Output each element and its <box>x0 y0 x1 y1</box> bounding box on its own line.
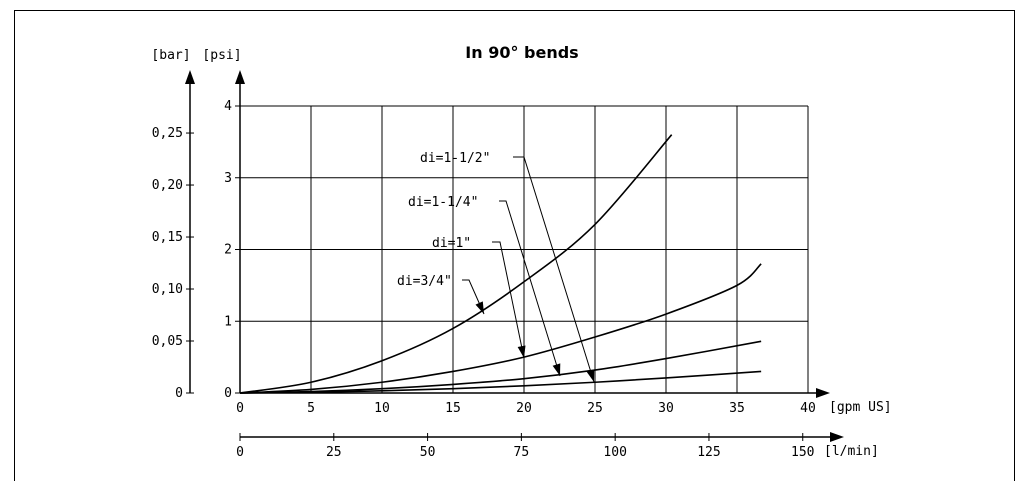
x-secondary-tick-label: 75 <box>514 445 530 460</box>
y-secondary-tick-label: 0,15 <box>152 230 183 245</box>
y-primary-unit-label: [psi] <box>202 48 241 63</box>
series-line-2 <box>239 340 762 394</box>
y-primary-tick-label: 2 <box>224 243 232 258</box>
y-secondary-unit-label: [bar] <box>151 48 190 63</box>
x-primary-tick-label: 0 <box>236 401 244 416</box>
annotation-label: di=1-1/4" <box>408 195 478 210</box>
x-secondary-tick-label: 100 <box>603 445 626 460</box>
annotation-leader <box>492 241 525 359</box>
y-primary-tick-label: 0 <box>224 386 232 401</box>
chart-title: In 90° bends <box>465 43 578 62</box>
chart-frame <box>14 10 1015 481</box>
y-primary-tick-label: 1 <box>224 314 232 329</box>
y-secondary-tick-label: 0,20 <box>152 178 183 193</box>
x-primary-tick-label: 20 <box>516 401 532 416</box>
grid <box>240 105 809 393</box>
x-primary-tick-label: 5 <box>307 401 315 416</box>
annotation-label: di=3/4" <box>397 274 452 289</box>
annotation-arrowhead <box>475 301 484 314</box>
x-secondary-tick-label: 0 <box>236 445 244 460</box>
x-secondary-tick-label: 50 <box>420 445 436 460</box>
annotation-leader <box>513 156 595 383</box>
x-primary-unit-label: [gpm US] <box>829 400 892 415</box>
x-primary-tick-label: 25 <box>587 401 603 416</box>
y-primary-tick-label: 3 <box>224 171 232 186</box>
series <box>239 134 762 394</box>
y-secondary-tick-label: 0,05 <box>152 334 183 349</box>
x-primary-tick-label: 10 <box>374 401 390 416</box>
annotations: di=1-1/2" di=1-1/4" di=1" di=3/4" <box>397 151 595 383</box>
x-secondary-axis-arrow <box>830 432 844 442</box>
x-secondary-tick-label: 125 <box>697 445 720 460</box>
annotation-arrowhead <box>586 369 595 382</box>
series-line-3 <box>239 370 762 394</box>
y-secondary-tick-label: 0 <box>175 386 183 401</box>
y-secondary-tick-label: 0,25 <box>152 126 183 141</box>
x-primary-tick-label: 40 <box>800 401 816 416</box>
y-secondary-tick-label: 0,10 <box>152 282 183 297</box>
y-secondary-axis-arrow <box>185 70 195 84</box>
y-primary-axis-arrow <box>235 70 245 84</box>
x-primary-tick-label: 30 <box>658 401 674 416</box>
annotation-label: di=1" <box>432 236 471 251</box>
tick-labels: 0 5 10 15 20 25 30 35 400 25 50 75 100 125 1500123400,… <box>152 99 816 460</box>
x-secondary-tick-label: 150 <box>791 445 814 460</box>
y-primary-tick-label: 4 <box>224 99 232 114</box>
annotation-arrowhead <box>552 363 561 376</box>
series-line-0 <box>239 134 673 394</box>
annotation-arrowhead <box>517 345 526 358</box>
annotation-leader <box>499 200 561 377</box>
x-secondary-tick-label: 25 <box>326 445 342 460</box>
x-primary-axis-arrow <box>816 388 830 398</box>
axes <box>185 70 844 442</box>
annotation-label: di=1-1/2" <box>420 151 490 166</box>
x-primary-tick-label: 15 <box>445 401 461 416</box>
x-primary-tick-label: 35 <box>729 401 745 416</box>
x-secondary-unit-label: [l/min] <box>824 444 879 459</box>
annotation-leader <box>462 279 485 315</box>
series-line-1 <box>239 263 762 394</box>
